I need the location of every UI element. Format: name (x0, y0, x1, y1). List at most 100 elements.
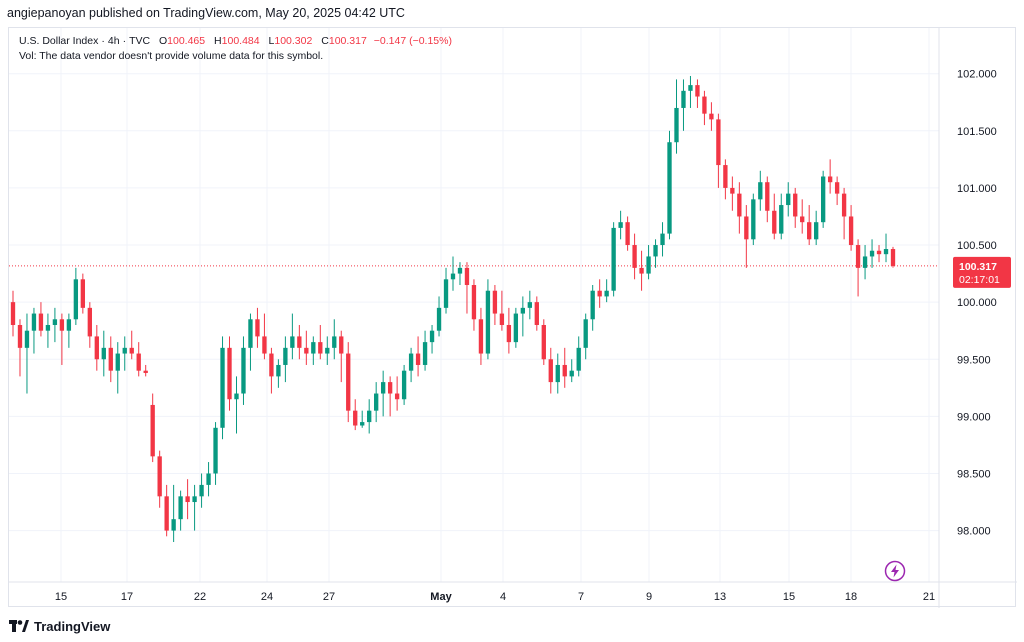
candle-body (401, 370, 407, 400)
candle-body (848, 216, 854, 246)
candle-body (220, 347, 225, 428)
candle-body (709, 113, 714, 120)
time-tick-label: 18 (845, 591, 857, 603)
candle-body (353, 410, 358, 426)
candle-body (555, 364, 560, 383)
candle-body (87, 307, 92, 337)
price-tick-label: 100.000 (957, 297, 997, 309)
candle-body (290, 336, 295, 348)
candle-body (360, 422, 365, 426)
candle-body (583, 319, 588, 348)
candle-body (171, 519, 176, 531)
candle-body (192, 496, 197, 503)
candle-body (101, 347, 106, 360)
candle-body (765, 182, 770, 211)
candle-body (59, 319, 65, 331)
open-key: O (158, 35, 168, 47)
candle-body (136, 353, 141, 371)
candle-body (199, 484, 204, 497)
candle-body (737, 193, 742, 217)
time-tick-label: 17 (121, 591, 133, 603)
candle-body (890, 249, 896, 266)
candle-body (304, 347, 309, 354)
symbol-name: U.S. Dollar Index (19, 35, 99, 47)
candle-body (276, 364, 281, 377)
price-tick-label: 101.000 (957, 183, 997, 195)
candle-body (800, 216, 805, 223)
candle-body (702, 96, 707, 114)
candle-body (834, 182, 840, 194)
candle-body (674, 107, 679, 143)
candlestick-chart[interactable]: 98.000 98.500 99.000 99.500 100.000 100.500 10… (9, 28, 1017, 608)
candle-body (73, 279, 79, 320)
candle-body (422, 342, 428, 365)
candle-body (464, 267, 470, 286)
candle-body (646, 256, 651, 274)
time-tick-label: 21 (923, 591, 935, 603)
price-tick-label: 98.500 (957, 468, 991, 480)
candle-body (450, 273, 456, 280)
candle-body (667, 142, 672, 234)
grid-lines (9, 28, 1017, 608)
candle-body (457, 267, 463, 274)
time-tick-label: 13 (714, 591, 726, 603)
candle-body (772, 210, 777, 234)
candle-body (820, 176, 826, 223)
candle-body (793, 193, 798, 217)
candle-body (311, 342, 316, 354)
candle-body (415, 353, 421, 365)
candle-body (695, 85, 700, 97)
candle-body (513, 313, 519, 343)
candle-body (17, 324, 23, 348)
candle-body (143, 370, 148, 373)
price-tick-label: 100.500 (957, 240, 997, 252)
time-axis: 15 17 22 24 27 May 4 7 9 13 15 18 21 (55, 591, 935, 603)
candle-body (234, 393, 239, 400)
candle-body (66, 319, 72, 331)
candle-body (325, 347, 330, 354)
candle-body (625, 222, 630, 246)
candle-body (688, 85, 693, 91)
time-tick-label: 15 (55, 591, 67, 603)
time-tick-label: 24 (261, 591, 273, 603)
high-value: 100.484 (221, 35, 260, 47)
candle-body (534, 302, 539, 325)
candle-body (408, 353, 414, 371)
lightning-bolt-icon[interactable] (884, 560, 906, 582)
candle-body (346, 353, 351, 411)
candle-body (751, 199, 756, 240)
change-value: −0.147 (−0.15%) (373, 35, 452, 47)
candle-body (255, 319, 260, 337)
candle-body (855, 245, 861, 268)
candle-body (380, 382, 386, 394)
time-tick-label: 7 (578, 591, 584, 603)
candle-body (241, 347, 246, 394)
candle-body (876, 250, 882, 255)
candle-body (227, 347, 232, 400)
candle-body (758, 182, 763, 200)
candle-body (10, 302, 16, 325)
candle-body (387, 382, 393, 394)
candle-body (262, 336, 267, 354)
candle-body (499, 313, 505, 325)
candle-body (206, 473, 211, 485)
footer[interactable]: TradingView (9, 618, 110, 634)
candle-body (318, 342, 323, 354)
candle-body (248, 319, 253, 348)
chart-frame[interactable]: 98.000 98.500 99.000 99.500 100.000 100.500 10… (8, 27, 1017, 608)
candle-body (443, 279, 449, 308)
candle-body (269, 353, 274, 377)
close-value: 100.317 (328, 35, 367, 47)
candle-body (485, 290, 491, 354)
time-tick-label: 27 (323, 591, 335, 603)
candle-body (394, 393, 400, 400)
candle-body (506, 324, 512, 343)
candle-body (576, 347, 581, 371)
candle-body (471, 285, 477, 320)
time-tick-label: 15 (783, 591, 795, 603)
price-tick-label: 99.000 (957, 411, 991, 423)
price-tick-label: 102.000 (957, 69, 997, 81)
candle-body (38, 313, 44, 331)
candle-body (213, 427, 218, 474)
candle-body (478, 319, 484, 354)
